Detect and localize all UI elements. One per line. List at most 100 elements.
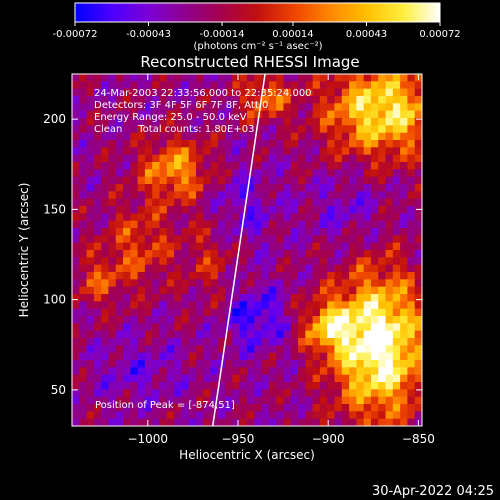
heatmap-cell — [319, 367, 328, 376]
heatmap-cell — [79, 286, 88, 295]
heatmap-cell — [400, 110, 409, 119]
heatmap-cell — [137, 338, 146, 346]
heatmap-cell — [319, 294, 328, 302]
heatmap-cell — [400, 147, 409, 156]
heatmap-cell — [203, 294, 212, 302]
heatmap-cell — [298, 110, 306, 119]
heatmap-cell — [203, 257, 212, 266]
heatmap-cell — [370, 228, 379, 236]
heatmap-cell — [327, 418, 336, 426]
heatmap-cell — [181, 367, 190, 376]
heatmap-cell — [407, 220, 416, 229]
heatmap-cell — [144, 367, 153, 376]
heatmap-cell — [152, 198, 161, 207]
heatmap-cell — [334, 257, 343, 266]
heatmap-cell — [319, 411, 328, 420]
heatmap-cell — [137, 242, 146, 251]
heatmap-cell — [334, 81, 343, 90]
heatmap-cell — [174, 169, 182, 178]
heatmap-cell — [298, 228, 306, 236]
heatmap-cell — [174, 294, 182, 302]
heatmap-cell — [152, 396, 161, 405]
heatmap-cell — [152, 323, 161, 332]
heatmap-cell — [370, 74, 379, 82]
heatmap-cell — [210, 301, 219, 310]
heatmap-cell — [319, 88, 328, 97]
heatmap-cell — [327, 228, 336, 236]
heatmap-cell — [188, 81, 197, 90]
heatmap-cell — [123, 242, 131, 251]
heatmap-cell — [232, 301, 241, 310]
heatmap-cell — [298, 418, 306, 426]
heatmap-cell — [195, 176, 204, 185]
heatmap-cell — [356, 250, 365, 258]
heatmap-cell — [247, 235, 255, 244]
heatmap-cell — [166, 411, 175, 420]
heatmap-cell — [268, 162, 277, 170]
heatmap-cell — [276, 162, 285, 170]
colorbar-tick-label: 0.00014 — [272, 29, 313, 40]
heatmap-cell — [392, 140, 401, 148]
heatmap-cell — [101, 74, 110, 82]
heatmap-cell — [123, 198, 131, 207]
heatmap-cell — [305, 250, 314, 258]
heatmap-cell — [298, 176, 306, 185]
heatmap-cell — [130, 110, 139, 119]
heatmap-cell — [188, 338, 197, 346]
heatmap-cell — [93, 308, 102, 317]
heatmap-cell — [414, 88, 422, 97]
heatmap-cell — [312, 88, 321, 97]
heatmap-cell — [159, 279, 168, 288]
heatmap-cell — [174, 279, 182, 288]
heatmap-cell — [370, 213, 379, 222]
heatmap-cell — [217, 169, 226, 178]
heatmap-cell — [290, 250, 299, 258]
heatmap-cell — [407, 411, 416, 420]
heatmap-cell — [305, 162, 314, 170]
heatmap-cell — [159, 308, 168, 317]
heatmap-cell — [305, 206, 314, 214]
heatmap-cell — [144, 316, 153, 324]
heatmap-cell — [363, 345, 372, 354]
heatmap-cell — [115, 154, 124, 163]
heatmap-cell — [385, 301, 394, 310]
heatmap-cell — [225, 264, 234, 273]
heatmap-cell — [239, 140, 248, 148]
heatmap-cell — [341, 110, 350, 119]
heatmap-cell — [312, 147, 321, 156]
heatmap-cell — [327, 308, 336, 317]
heatmap-cell — [290, 81, 299, 90]
heatmap-cell — [254, 220, 263, 229]
heatmap-cell — [101, 176, 110, 185]
heatmap-cell — [283, 198, 292, 207]
heatmap-cell — [93, 235, 102, 244]
heatmap-cell — [363, 118, 372, 126]
heatmap-cell — [327, 125, 336, 134]
x-tick-label: −900 — [312, 432, 345, 446]
heatmap-cell — [349, 242, 357, 251]
heatmap-cell — [254, 96, 263, 104]
heatmap-cell — [144, 96, 153, 104]
heatmap-cell — [400, 360, 409, 368]
heatmap-cell — [341, 242, 350, 251]
heatmap-cell — [115, 81, 124, 90]
heatmap-cell — [159, 257, 168, 266]
heatmap-cell — [101, 140, 110, 148]
heatmap-cell — [123, 418, 131, 426]
heatmap-cell — [312, 396, 321, 405]
heatmap-cell — [203, 220, 212, 229]
heatmap-cell — [356, 396, 365, 405]
heatmap-cell — [232, 404, 241, 412]
heatmap-cell — [123, 169, 131, 178]
heatmap-cell — [188, 147, 197, 156]
heatmap-cell — [79, 272, 88, 280]
heatmap-cell — [414, 345, 422, 354]
heatmap-cell — [370, 411, 379, 420]
heatmap-cell — [370, 389, 379, 398]
heatmap-cell — [93, 338, 102, 346]
heatmap-cell — [217, 308, 226, 317]
heatmap-cell — [276, 220, 285, 229]
heatmap-cell — [407, 228, 416, 236]
heatmap-cell — [210, 404, 219, 412]
heatmap-cell — [123, 389, 131, 398]
